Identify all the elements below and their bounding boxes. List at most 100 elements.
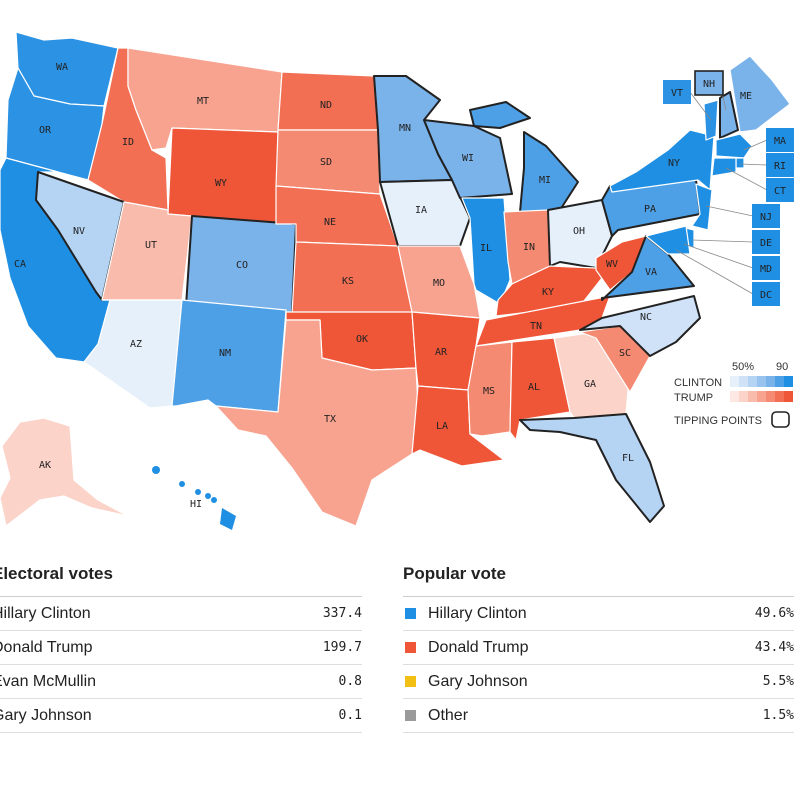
state-MO[interactable] <box>397 245 481 319</box>
legend-scale-high: 90 <box>776 361 788 373</box>
callout-box-MA[interactable] <box>766 128 794 152</box>
state-label-NM: NM <box>219 348 231 359</box>
candidate-value: 0.1 <box>338 708 362 723</box>
callout-box-DC[interactable] <box>752 282 780 306</box>
callout-box-NH[interactable] <box>694 70 724 96</box>
legend-ramp-step <box>730 391 739 402</box>
callout-box-RI[interactable] <box>766 153 794 177</box>
state-NJ[interactable] <box>691 183 713 231</box>
state-label-LA: LA <box>436 421 448 432</box>
state-label-OK: OK <box>356 334 368 345</box>
legend-ramp-step <box>748 391 757 402</box>
state-HI[interactable] <box>152 466 236 530</box>
state-label-OH: OH <box>573 226 585 237</box>
state-NM[interactable] <box>171 299 287 413</box>
candidate-name: Evan McMullin <box>0 672 97 690</box>
state-label-WY: WY <box>215 178 227 189</box>
state-label-AL: AL <box>528 382 540 393</box>
us-map-svg: WA OR CA ID NV MT WY UT AZ CO NM ND SD N… <box>0 31 794 530</box>
state-label-PA: PA <box>644 204 656 215</box>
callout-box-DE[interactable] <box>752 230 780 254</box>
state-label-SC: SC <box>619 348 631 359</box>
callout-box-NJ[interactable] <box>752 204 780 228</box>
legend-ramp-step <box>766 391 775 402</box>
election-map: WA OR CA ID NV MT WY UT AZ CO NM ND SD N… <box>0 31 794 530</box>
state-label-OR: OR <box>39 125 52 136</box>
results-tables: Electoral votes Hillary Clinton 337.4 Do… <box>0 560 794 794</box>
state-label-WV: WV <box>606 259 618 270</box>
state-label-NV: NV <box>73 226 85 237</box>
color-swatch <box>405 676 416 687</box>
state-label-FL: FL <box>622 453 634 464</box>
candidate-value: 5.5% <box>762 674 794 689</box>
candidate-name: Other <box>428 706 469 724</box>
color-swatch <box>405 608 416 619</box>
state-WI[interactable] <box>423 119 513 199</box>
state-label-GA: GA <box>584 379 596 390</box>
color-swatch <box>405 642 416 653</box>
callout-label-MA: MA <box>774 136 786 147</box>
callout-box-VT[interactable] <box>663 80 691 104</box>
state-FL[interactable] <box>519 413 665 523</box>
state-CT[interactable] <box>711 157 737 177</box>
state-label-WI: WI <box>462 153 474 164</box>
candidate-name: Hillary Clinton <box>428 604 527 622</box>
state-label-NE: NE <box>324 217 336 228</box>
state-ME[interactable] <box>729 55 791 133</box>
state-label-VA: VA <box>645 267 657 278</box>
state-RI[interactable] <box>735 157 745 169</box>
state-label-AR: AR <box>435 347 448 358</box>
state-AK[interactable] <box>0 417 129 527</box>
state-MD[interactable] <box>645 225 691 255</box>
state-label-UT: UT <box>145 240 157 251</box>
candidate-name: Gary Johnson <box>428 672 528 690</box>
state-NY[interactable] <box>609 129 715 193</box>
state-label-IN: IN <box>523 242 535 253</box>
state-MI-UP[interactable] <box>469 101 531 129</box>
state-label-CO: CO <box>236 260 248 271</box>
legend-scale-low: 50% <box>732 361 754 373</box>
state-label-MS: MS <box>483 386 495 397</box>
state-label-NY: NY <box>668 158 680 169</box>
candidate-value: 0.8 <box>338 674 362 689</box>
table-row: Hillary Clinton 337.4 <box>0 597 362 631</box>
state-NC[interactable] <box>579 295 701 357</box>
callout-box-CT[interactable] <box>766 178 794 202</box>
candidate-name: Donald Trump <box>0 638 93 656</box>
legend-ramp-step <box>775 391 784 402</box>
callout-label-DE: DE <box>760 238 772 249</box>
state-label-SD: SD <box>320 157 332 168</box>
state-IA[interactable] <box>379 179 471 247</box>
table-row: Donald Trump 199.7 <box>0 631 362 665</box>
table-row: Other 1.5% <box>403 699 794 733</box>
table-row: Gary Johnson 0.1 <box>0 699 362 733</box>
table-row: Evan McMullin 0.8 <box>0 665 362 699</box>
callout-lines <box>675 83 768 295</box>
candidate-name: Hillary Clinton <box>0 604 91 622</box>
state-label-AZ: AZ <box>130 339 142 350</box>
state-label-IL: IL <box>480 243 492 254</box>
state-label-WA: WA <box>56 62 68 73</box>
legend-trump-label: TRUMP <box>674 392 713 404</box>
candidate-value: 199.7 <box>322 640 362 655</box>
state-label-ME: ME <box>740 91 752 102</box>
callout-label-VT: VT <box>671 88 683 99</box>
state-TX[interactable] <box>215 319 419 527</box>
callout-box-MD[interactable] <box>752 256 780 280</box>
legend-tipping-label: TIPPING POINTS <box>674 415 762 427</box>
callout-label-NJ: NJ <box>760 212 772 223</box>
legend-ramp-step <box>739 376 748 387</box>
legend-clinton-label: CLINTON <box>674 377 722 389</box>
state-label-MI: MI <box>539 175 551 186</box>
state-WY[interactable] <box>167 127 279 225</box>
state-MA[interactable] <box>715 133 753 159</box>
legend-ramp-step <box>766 376 775 387</box>
legend-trump-ramp <box>730 391 793 402</box>
legend-ramp-step <box>757 376 766 387</box>
candidate-value: 49.6% <box>754 606 794 621</box>
legend-ramp-step <box>784 391 793 402</box>
legend-ramp-step <box>775 376 784 387</box>
state-label-TX: TX <box>324 414 336 425</box>
state-MI[interactable] <box>519 131 579 213</box>
state-label-IA: IA <box>415 205 427 216</box>
